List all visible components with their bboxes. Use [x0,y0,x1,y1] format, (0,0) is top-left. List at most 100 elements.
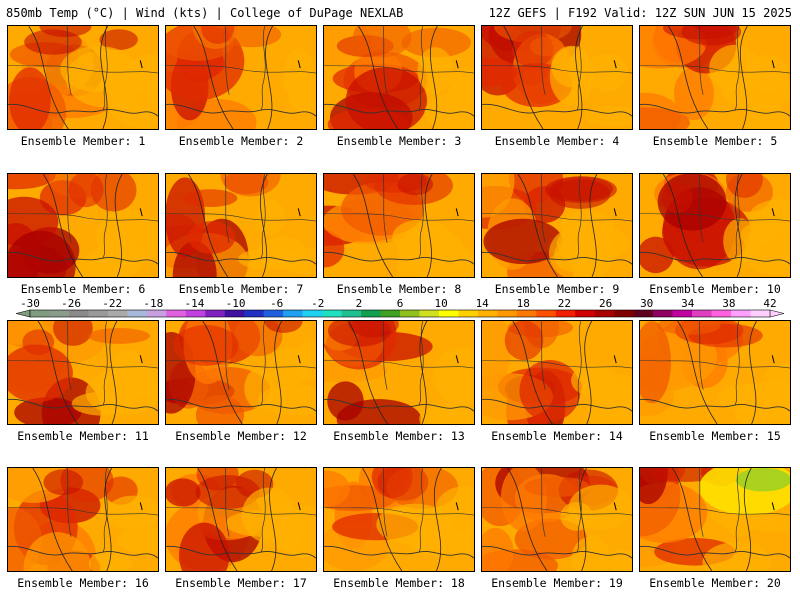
ensemble-panel-1 [7,25,159,130]
panel-caption: Ensemble Member: 8 [336,282,462,296]
colorbar-tick-label: -2 [311,297,324,310]
colorbar-swatch [419,310,440,317]
colorbar-swatch [438,310,459,317]
temperature-map [640,321,790,424]
ensemble-panel-5 [639,25,791,130]
panel-caption: Ensemble Member: 1 [20,134,146,148]
colorbar-tick-label: -14 [184,297,204,310]
ensemble-panel-10 [639,173,791,278]
temperature-map [640,468,790,571]
colorbar-swatch [692,310,712,317]
colorbar-swatch [711,310,732,317]
ensemble-panel-15 [639,320,791,425]
panel-caption: Ensemble Member: 18 [333,576,465,590]
ensemble-panel-11 [7,320,159,425]
colorbar-swatch [30,310,50,317]
ensemble-panel-16 [7,467,159,572]
ensemble-panel-3 [323,25,475,130]
colorbar-swatch [127,310,148,317]
colorbar-tick-label: 14 [476,297,490,310]
temperature-map [324,174,474,277]
ensemble-panel-19 [481,467,633,572]
colorbar-swatch [380,310,401,317]
colorbar-swatch [575,310,596,317]
colorbar-swatch [536,310,557,317]
ensemble-panel-9 [481,173,633,278]
temperature-map [8,321,158,424]
colorbar-swatch [224,310,245,317]
header-title: 850mb Temp (°C) | Wind (kts) | College o… [6,6,404,20]
colorbar-tick-label: 18 [517,297,530,310]
colorbar-swatch [477,310,498,317]
colorbar-swatch [322,310,342,317]
colorbar-swatch [49,310,70,317]
colorbar-swatch [555,310,576,317]
colorbar-tick-label: 30 [640,297,653,310]
colorbar-swatch [750,310,771,317]
colorbar-tick-label: 38 [722,297,735,310]
temperature-map [482,174,632,277]
colorbar-swatch [146,310,167,317]
colorbar-swatch [614,310,634,317]
ensemble-panel-14 [481,320,633,425]
colorbar-tick-label: -6 [270,297,283,310]
panel-caption: Ensemble Member: 12 [175,429,307,443]
ensemble-panel-6 [7,173,159,278]
colorbar-swatch [166,310,187,317]
panel-caption: Ensemble Member: 14 [491,429,623,443]
panel-caption: Ensemble Member: 10 [649,282,781,296]
colorbar-swatch [185,310,206,317]
colorbar-tick-label: 22 [558,297,571,310]
panel-caption: Ensemble Member: 11 [17,429,149,443]
ensemble-panel-2 [165,25,317,130]
colorbar-swatch [107,310,128,317]
panel-caption: Ensemble Member: 15 [649,429,781,443]
temperature-map [482,321,632,424]
temperature-map [482,468,632,571]
ensemble-panel-7 [165,173,317,278]
temperature-colorbar: -30 -26 -22 -18 -14 -10 -6 -2 2 6 10 14 18 22 26 30 34 38… [10,297,790,321]
ensemble-panel-8 [323,173,475,278]
temperature-map [640,174,790,277]
colorbar-tick-label: 34 [681,297,695,310]
ensemble-panel-4 [481,25,633,130]
colorbar-swatch [205,310,226,317]
colorbar-max-arrow [769,309,785,318]
colorbar-swatch [633,310,654,317]
colorbar-tick-label: -10 [226,297,246,310]
temperature-map [166,174,316,277]
panel-caption: Ensemble Member: 3 [336,134,462,148]
ensemble-panel-13 [323,320,475,425]
colorbar-tick-label: 10 [434,297,447,310]
colorbar-tick-label: 2 [356,297,363,310]
colorbar-swatch [361,310,381,317]
colorbar-swatch [653,310,673,317]
colorbar-swatch [731,310,751,317]
temperature-map [8,468,158,571]
colorbar-min-arrow [15,309,31,318]
temperature-map [324,26,474,129]
colorbar-swatch [88,310,109,317]
ensemble-panel-20 [639,467,791,572]
panel-caption: Ensemble Member: 16 [17,576,149,590]
colorbar-tick-label: -30 [20,297,40,310]
colorbar-tick-label: 26 [599,297,612,310]
colorbar-swatch [458,310,479,317]
colorbar-swatch [244,310,264,317]
temperature-map [166,26,316,129]
colorbar-tick-label: -18 [143,297,163,310]
panel-caption: Ensemble Member: 6 [20,282,146,296]
ensemble-panel-12 [165,320,317,425]
temperature-map [482,26,632,129]
panel-caption: Ensemble Member: 4 [494,134,620,148]
panel-caption: Ensemble Member: 17 [175,576,307,590]
temperature-map [8,174,158,277]
temperature-map [640,26,790,129]
panel-caption: Ensemble Member: 9 [494,282,620,296]
header-valid-time: 12Z GEFS | F192 Valid: 12Z SUN JUN 15 20… [488,6,792,20]
temperature-map [324,321,474,424]
colorbar-swatch [516,310,537,317]
ensemble-panel-17 [165,467,317,572]
colorbar-swatch [68,310,89,317]
panel-caption: Ensemble Member: 5 [652,134,778,148]
